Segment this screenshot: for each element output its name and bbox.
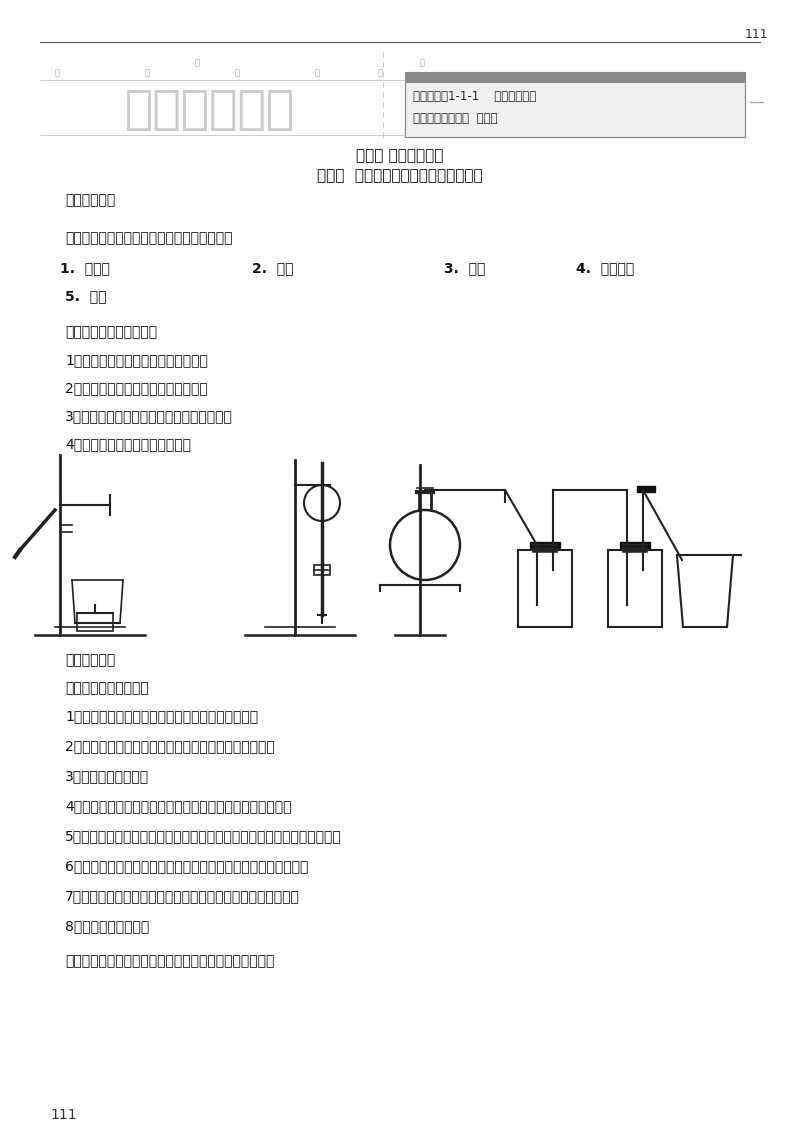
Text: 使用日期：第一周  审核：: 使用日期：第一周 审核： [413, 112, 498, 125]
Bar [530, 542, 560, 548]
Circle shape [304, 484, 340, 521]
Text: 1．在实验室，我们如何取用药品呢？: 1．在实验室，我们如何取用药品呢？ [65, 353, 208, 367]
Text: 线: 线 [378, 68, 383, 77]
Text: 3.  量筒: 3. 量筒 [444, 261, 486, 275]
Circle shape [390, 511, 460, 580]
Text: 4．如何检验下列装置的气密性？: 4．如何检验下列装置的气密性？ [65, 437, 191, 451]
Bar [405, 72, 745, 82]
Text: 级: 级 [145, 68, 150, 77]
Text: 3．在实验室，对仪器的洗涤有什么要求吗？: 3．在实验室，对仪器的洗涤有什么要求吗？ [65, 409, 233, 423]
Bar [77, 614, 113, 631]
Text: 6．你知道哪些行为会导致中毒吗？如果发生了中毒该怎么办呢？: 6．你知道哪些行为会导致中毒吗？如果发生了中毒该怎么办呢？ [65, 859, 308, 873]
Text: 二、你认识下列标志吗？写出适用下列安全标志的药品。: 二、你认识下列标志吗？写出适用下列安全标志的药品。 [65, 954, 274, 968]
Text: 第一节  化学实验基本方法（第一课时）: 第一节 化学实验基本方法（第一课时） [317, 168, 483, 183]
Text: 111: 111 [50, 1108, 77, 1122]
Text: 【基础知识】: 【基础知识】 [65, 653, 115, 667]
Bar [405, 82, 745, 137]
Text: 3．发生烫伤怎么办？: 3．发生烫伤怎么办？ [65, 769, 149, 783]
Text: 高一化学学案: 高一化学学案 [125, 88, 295, 132]
Bar [314, 565, 330, 575]
Text: 1．你知道哪些药品在存放和使用时有特殊规定吗？: 1．你知道哪些药品在存放和使用时有特殊规定吗？ [65, 709, 258, 723]
Text: 7．你知道实验室里的灭火器材、煤气开关、电闸等在哪儿吗？: 7．你知道实验室里的灭火器材、煤气开关、电闸等在哪儿吗？ [65, 889, 300, 903]
Text: 4.  托盘天平: 4. 托盘天平 [576, 261, 634, 275]
Text: 4．你知道化学灼伤吗？要是不小心发生了化学灼伤怎么办？: 4．你知道化学灼伤吗？要是不小心发生了化学灼伤怎么办？ [65, 799, 291, 813]
Bar [620, 542, 650, 548]
Bar [637, 486, 655, 492]
Text: 1.  酒精灯: 1. 酒精灯 [60, 261, 110, 275]
Text: 2．在实验室，我们如何称量药品呢？: 2．在实验室，我们如何称量药品呢？ [65, 381, 208, 395]
Text: 5.  烧杯: 5. 烧杯 [65, 289, 106, 303]
Text: 2．在实验室如何防止火灾的发生？如果着火了怎么办？: 2．在实验室如何防止火灾的发生？如果着火了怎么办？ [65, 739, 274, 753]
Text: 第一章 从实验学化学: 第一章 从实验学化学 [356, 148, 444, 163]
Bar [405, 72, 745, 137]
Text: 二、你记得这些操作吗？: 二、你记得这些操作吗？ [65, 325, 157, 338]
Text: 8．你会用灭火器吗？: 8．你会用灭火器吗？ [65, 919, 150, 933]
Text: 一、你记得这些仪器在使用时的注意事项吗？: 一、你记得这些仪器在使用时的注意事项吗？ [65, 231, 233, 245]
Text: 姓: 姓 [235, 68, 240, 77]
Text: 班: 班 [55, 68, 60, 77]
Text: 装: 装 [195, 58, 200, 67]
Text: 2.  试管: 2. 试管 [252, 261, 294, 275]
Text: 一、你了解实验室吗：: 一、你了解实验室吗： [65, 681, 149, 695]
Text: 名: 名 [315, 68, 320, 77]
Text: 订: 订 [420, 58, 425, 67]
Text: 【预备知识】: 【预备知识】 [65, 192, 115, 207]
Text: 章节课时：1-1-1    组编：李海红: 章节课时：1-1-1 组编：李海红 [413, 91, 536, 103]
Text: 111: 111 [745, 28, 769, 41]
Text: 高一化学学案: 高一化学学案 [125, 88, 295, 132]
Text: 5．你知道哪些行为会引起爆炸或仪器爆裂吗？如何避免这些情况的发生？: 5．你知道哪些行为会引起爆炸或仪器爆裂吗？如何避免这些情况的发生？ [65, 829, 342, 843]
